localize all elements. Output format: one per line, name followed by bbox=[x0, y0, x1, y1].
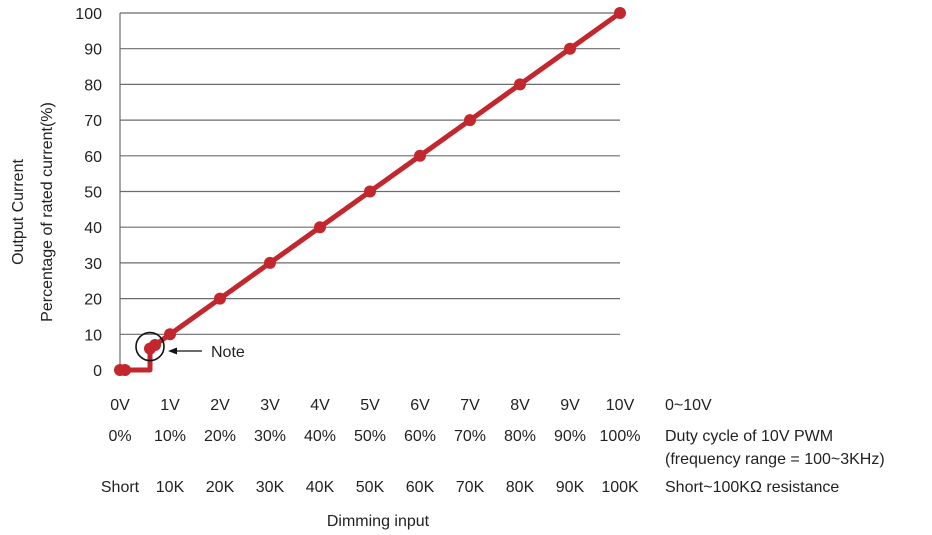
x-row1-label-0: 0V bbox=[110, 397, 130, 414]
x-row3-label-1: 10K bbox=[156, 479, 185, 496]
x-row3-label-0: Short bbox=[101, 479, 140, 496]
x-row1-label-6: 6V bbox=[410, 397, 430, 414]
y-tick-90: 90 bbox=[84, 42, 102, 59]
data-point-4 bbox=[164, 328, 176, 341]
y-tick-0: 0 bbox=[93, 363, 102, 380]
x-row2-label-6: 60% bbox=[404, 428, 436, 445]
x-row3-label-5: 50K bbox=[356, 479, 385, 496]
y-tick-10: 10 bbox=[84, 327, 102, 344]
x-row2-label-3: 30% bbox=[254, 428, 286, 445]
y-tick-100: 100 bbox=[75, 6, 102, 23]
x-row2-description-1: (frequency range = 100~3KHz) bbox=[665, 451, 885, 468]
data-point-1 bbox=[119, 364, 131, 376]
x-row2-label-5: 50% bbox=[354, 428, 386, 445]
x-row1-label-1: 1V bbox=[160, 397, 180, 414]
data-point-11 bbox=[514, 78, 526, 91]
x-row1-label-4: 4V bbox=[310, 397, 330, 414]
x-row3-label-2: 20K bbox=[206, 479, 235, 496]
x-row2-label-10: 100% bbox=[600, 428, 641, 445]
x-row1-label-10: 10V bbox=[606, 397, 635, 414]
x-row2-label-7: 70% bbox=[454, 428, 486, 445]
y-tick-labels: 0 10 20 30 40 50 60 70 80 90 100 bbox=[75, 6, 102, 380]
x-row2-label-9: 90% bbox=[554, 428, 586, 445]
x-row1-label-9: 9V bbox=[560, 397, 580, 414]
gridlines bbox=[120, 12, 620, 335]
data-point-3 bbox=[149, 339, 161, 352]
y-tick-50: 50 bbox=[84, 185, 102, 202]
y-tick-40: 40 bbox=[84, 220, 102, 237]
x-row1-description-0: 0~10V bbox=[665, 397, 712, 414]
x-row2-label-4: 40% bbox=[304, 428, 336, 445]
y-tick-70: 70 bbox=[84, 113, 102, 130]
data-point-9 bbox=[414, 149, 426, 162]
x-row1-label-3: 3V bbox=[260, 397, 280, 414]
x-row1-label-8: 8V bbox=[510, 397, 530, 414]
x-row3-label-3: 30K bbox=[256, 479, 285, 496]
y-axis-label-line-2: Percentage of rated current(%) bbox=[39, 102, 56, 322]
x-row2-label-8: 80% bbox=[504, 428, 536, 445]
y-axis-label-line-1: Output Current bbox=[10, 159, 27, 265]
note-label: Note bbox=[211, 344, 245, 361]
x-row3-description-0: Short~100KΩ resistance bbox=[665, 479, 839, 496]
data-point-5 bbox=[214, 292, 226, 305]
x-row1-label-2: 2V bbox=[210, 397, 230, 414]
y-tick-20: 20 bbox=[84, 292, 102, 309]
data-point-7 bbox=[314, 221, 326, 234]
series-layer bbox=[114, 7, 626, 376]
note-circle bbox=[135, 331, 165, 362]
x-row3-label-7: 70K bbox=[456, 479, 485, 496]
note-arrow-head bbox=[168, 347, 177, 355]
x-row1-label-7: 7V bbox=[460, 397, 480, 414]
x-row3-label-8: 80K bbox=[506, 479, 535, 496]
x-axis-label: Dimming input bbox=[327, 513, 430, 530]
x-row2-description-0: Duty cycle of 10V PWM bbox=[665, 428, 833, 445]
x-row3-label-4: 40K bbox=[306, 479, 335, 496]
x-row2-label-1: 10% bbox=[154, 428, 186, 445]
x-row2-label-0: 0% bbox=[108, 428, 131, 445]
y-tick-80: 80 bbox=[84, 77, 102, 94]
data-point-6 bbox=[264, 256, 276, 269]
x-row2-label-2: 20% bbox=[204, 428, 236, 445]
y-tick-30: 30 bbox=[84, 256, 102, 273]
data-point-12 bbox=[564, 42, 576, 55]
x-row3-label-9: 90K bbox=[556, 479, 585, 496]
data-point-10 bbox=[464, 114, 476, 127]
y-tick-60: 60 bbox=[84, 149, 102, 166]
x-row3-label-10: 100K bbox=[601, 479, 639, 496]
x-row1-label-5: 5V bbox=[360, 397, 380, 414]
data-point-13 bbox=[614, 7, 626, 19]
x-label-rows: 0V 1V 2V 3V 4V 5V 6V 7V 8V 9V 10V 0~10V 0% 10% 20% 30% 4… bbox=[101, 397, 885, 496]
x-row3-label-6: 60K bbox=[406, 479, 435, 496]
data-point-8 bbox=[364, 185, 376, 198]
note-annotation: Note bbox=[135, 331, 245, 362]
